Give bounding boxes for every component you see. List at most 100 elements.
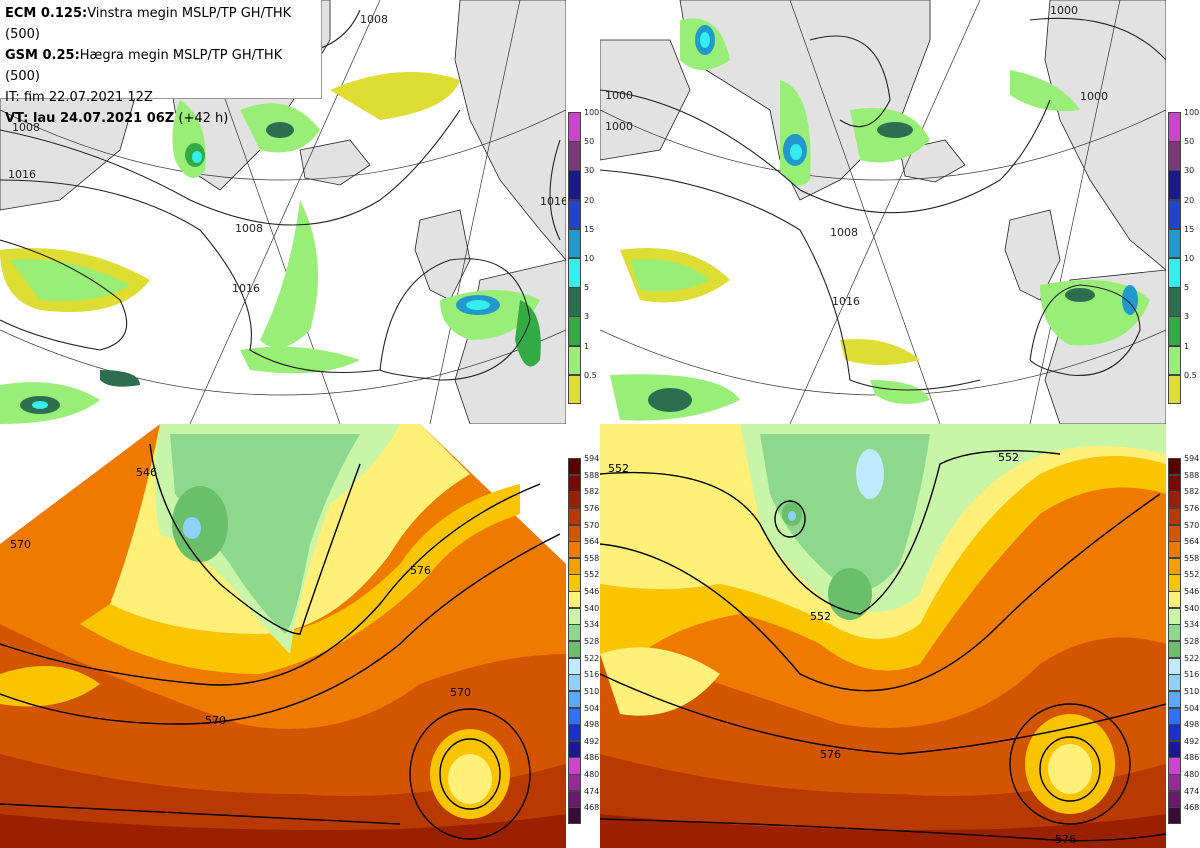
precip-scale-label: 100 <box>584 108 600 117</box>
precip-scale-swatch <box>568 258 581 288</box>
gh-scale-label: 528 <box>584 637 600 646</box>
gh-scale-label: 504 <box>1184 703 1200 713</box>
gh-scale-label: 588 <box>584 470 600 480</box>
precip-scale-label: 1 <box>584 341 590 351</box>
no-data-wedge-left <box>0 424 160 544</box>
isobar-label: 1016 <box>8 168 36 181</box>
gh-scale-label: 510 <box>1184 686 1200 696</box>
gh-scale-swatch <box>568 474 581 492</box>
precip-scale-label: 3 <box>584 312 590 322</box>
scandinavia-land <box>454 0 566 261</box>
precip-scale-label: 5 <box>584 283 590 293</box>
info-line-gsm: GSM 0.25:Hægra megin MSLP/TP GH/THK (500… <box>5 48 283 84</box>
gh-scale-label: 468 <box>1184 803 1200 813</box>
precip-scale-swatch <box>568 316 581 347</box>
precip-scale-label: 1 <box>1184 341 1190 351</box>
gh-scale-swatch <box>568 657 581 675</box>
gh-scale-label: 516 <box>584 670 600 680</box>
gh-scale-label: 534 <box>1184 620 1200 630</box>
gh-scale-swatch <box>568 674 581 692</box>
gh-scale-label: 534 <box>584 620 600 630</box>
gh-scale-swatch <box>1168 690 1181 709</box>
gh-scale-swatch <box>1168 657 1181 675</box>
gh-scale-label: 564 <box>584 537 600 547</box>
isobar-label: 1000 <box>1080 90 1108 103</box>
gh-scale-label: 552 <box>1184 570 1200 580</box>
ecm-gh500-svg: 546 570 570 570 576 <box>0 424 566 848</box>
gh-scale-swatch <box>1168 591 1181 609</box>
gh-scale-label: 474 <box>584 786 600 796</box>
gh-scale-label: 594 <box>584 454 600 463</box>
gh-scale-label: 504 <box>584 703 600 713</box>
gh-scale-swatch <box>1168 774 1181 792</box>
isobar-label: 1000 <box>605 120 633 133</box>
isobar-label: 576 <box>820 748 841 761</box>
isobar-label: 1008 <box>830 226 858 239</box>
gh-scale-label: 588 <box>1184 470 1200 480</box>
gh-scale-swatch <box>1168 641 1181 659</box>
precip-scale-swatch <box>1168 287 1181 317</box>
precip-scale-swatch <box>568 228 581 259</box>
isobar-label: 576 <box>1055 833 1076 846</box>
gh-scale-label: 480 <box>1184 770 1200 780</box>
gsm-mslp-svg: 1000 1000 1000 1008 1016 1000 <box>600 0 1166 424</box>
precip-scale-label: 0.5 <box>584 370 597 380</box>
gh-scale-label: 546 <box>1184 587 1200 597</box>
gh-scale-label: 582 <box>1184 487 1200 497</box>
isobar-label: 570 <box>205 714 226 727</box>
scandinavia-land <box>1044 0 1166 271</box>
thickness-fill <box>600 424 1166 848</box>
gsm-gh500-map: 552 552 552 576 576 <box>600 424 1166 848</box>
gh-scale-label: 528 <box>1184 637 1200 646</box>
gh-scale-swatch <box>568 757 581 775</box>
gh-scale-label: 486 <box>1184 753 1200 763</box>
gh-scale-swatch <box>568 690 581 709</box>
info-line-valid-time: VT: lau 24.07.2021 06Z (+42 h) <box>5 111 229 126</box>
info-line-init-time: IT: fim 22.07.2021 12Z <box>5 90 153 105</box>
gh-scale-swatch <box>1168 807 1181 825</box>
gh-scale-swatch <box>1168 624 1181 642</box>
precip-scale-swatch <box>568 112 581 142</box>
precip-scale-swatch <box>568 374 581 405</box>
precip-scale-swatch <box>1168 170 1181 201</box>
gh-scale-label: 480 <box>584 770 600 780</box>
gh-scale-swatch <box>568 458 581 476</box>
isobar-label: 1008 <box>360 13 388 26</box>
gh-scale-swatch <box>1168 541 1181 559</box>
isobar-label: 1008 <box>12 121 40 134</box>
precip-scale-swatch <box>1168 228 1181 259</box>
gh-scale-swatch <box>1168 707 1181 725</box>
gh-scale-label: 582 <box>584 487 600 497</box>
gh-scale-label: 570 <box>1184 520 1200 530</box>
precip-areas <box>610 18 1150 421</box>
gh-scale-swatch <box>568 641 581 659</box>
gh-scale-label: 594 <box>1184 454 1200 463</box>
precip-scale-swatch <box>1168 374 1181 405</box>
precip-scale-label: 15 <box>1184 224 1195 234</box>
precip-scale-swatch <box>1168 112 1181 142</box>
gh-scale-swatch <box>1168 458 1181 476</box>
gh-scale-label: 486 <box>584 753 600 763</box>
precip-areas <box>0 72 541 424</box>
precip-scale-label: 50 <box>584 137 595 147</box>
isobar-label: 1000 <box>605 89 633 102</box>
precip-scale-swatch <box>568 199 581 230</box>
gh-scale-swatch <box>568 507 581 526</box>
gh-scale-swatch <box>1168 724 1181 742</box>
precip-scale-label: 5 <box>1184 283 1190 293</box>
info-line-ecm: ECM 0.125:Vinstra megin MSLP/TP GH/THK (… <box>5 6 292 42</box>
gh-scale-label: 552 <box>584 570 600 580</box>
precip-scale-swatch <box>568 170 581 201</box>
precip-scale-label: 10 <box>584 254 595 263</box>
gh-scale-label: 564 <box>1184 537 1200 547</box>
isobar-label: 552 <box>998 451 1019 464</box>
gh-scale-swatch <box>568 724 581 742</box>
precip-scale-swatch <box>1168 258 1181 288</box>
gh-scale-swatch <box>568 774 581 792</box>
canada-land <box>600 39 691 161</box>
isobar-label: 1000 <box>1050 4 1078 17</box>
isobar-label: 576 <box>410 564 431 577</box>
gh-scale-label: 492 <box>584 736 600 746</box>
gh-scale-swatch <box>1168 740 1181 758</box>
precip-scale-label: 0.5 <box>1184 370 1197 380</box>
